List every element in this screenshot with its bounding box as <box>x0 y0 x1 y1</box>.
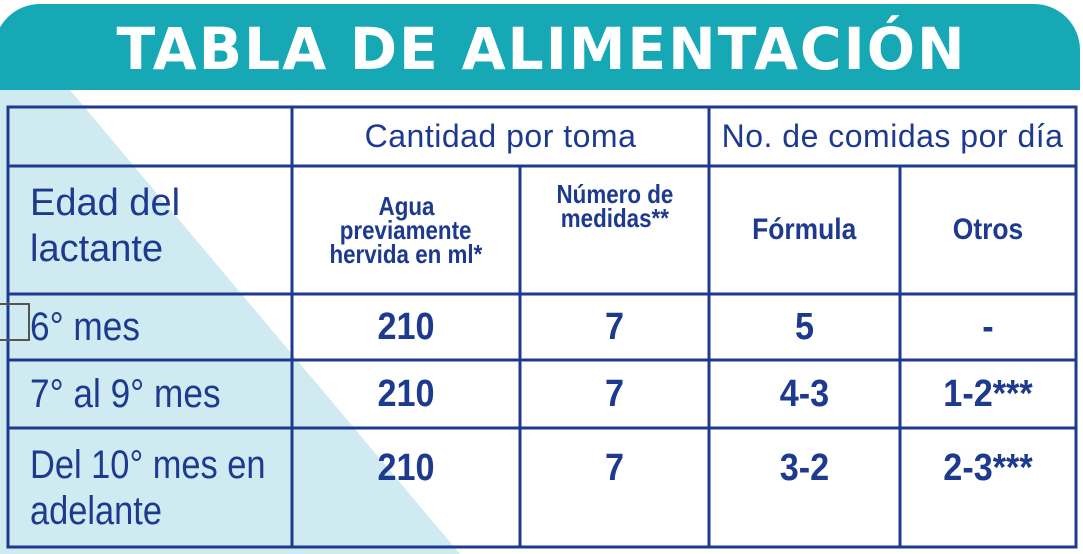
header-otros: Otros <box>900 166 1076 294</box>
row-marker <box>0 303 30 341</box>
header-medidas: Número de medidas** <box>520 166 709 294</box>
row-3-formula-value: 3-2 <box>779 446 830 489</box>
table-row-1-medidas: 7 <box>529 294 699 360</box>
row-1-agua-value: 210 <box>377 305 435 348</box>
row-3-agua-value: 210 <box>377 446 435 489</box>
header-agua-line3: hervida en ml* <box>329 239 483 269</box>
table-row-2-formula: 4-3 <box>719 360 891 428</box>
table-row-2-age: 7° al 9° mes <box>8 360 292 428</box>
row-1-age-label: 6° mes <box>30 305 140 349</box>
row-2-medidas-value: 7 <box>604 372 625 415</box>
header-otros-label: Otros <box>952 213 1024 246</box>
table-row-1-age: 6° mes <box>8 294 292 360</box>
table-row-3-medidas: 7 <box>529 428 699 508</box>
header-cantidad-por-toma: Cantidad por toma <box>292 107 709 166</box>
row-1-formula-value: 5 <box>794 305 815 348</box>
header-formula: Fórmula <box>709 166 900 294</box>
row-1-medidas-value: 7 <box>604 305 625 348</box>
row-1-otros-value: - <box>982 305 994 348</box>
row-3-age-line2: adelante <box>30 488 162 533</box>
page-title: TABLA DE ALIMENTACIÓN <box>116 15 967 83</box>
header-comidas-label: No. de comidas por día <box>721 118 1064 154</box>
table-row-1-formula: 5 <box>719 294 891 360</box>
header-edad-line2: lactante <box>30 228 164 270</box>
header-cantidad-label: Cantidad por toma <box>364 118 637 154</box>
header-medidas-line2: medidas** <box>560 203 669 233</box>
row-2-formula-value: 4-3 <box>779 372 830 415</box>
row-2-otros-value: 1-2*** <box>943 372 1033 415</box>
row-3-medidas-value: 7 <box>604 446 625 489</box>
table-row-3-formula: 3-2 <box>719 428 891 508</box>
row-2-age-label: 7° al 9° mes <box>30 372 221 416</box>
header-comidas-por-dia: No. de comidas por día <box>709 107 1076 166</box>
table-row-1-agua: 210 <box>303 294 508 360</box>
row-3-otros-value: 2-3*** <box>943 446 1033 489</box>
table-row-3-otros: 2-3*** <box>909 428 1067 508</box>
table-row-3-agua: 210 <box>303 428 508 508</box>
row-3-age-line1: Del 10° mes en <box>30 442 266 487</box>
table-row-3-age: Del 10° mes en adelante <box>8 428 292 547</box>
table-row-2-agua: 210 <box>303 360 508 428</box>
header-edad-line1: Edad del <box>30 182 181 224</box>
title-banner <box>0 4 1080 90</box>
header-agua: Agua previamente hervida en ml* <box>292 166 520 294</box>
table-row-1-otros: - <box>909 294 1067 360</box>
header-formula-label: Fórmula <box>752 213 857 246</box>
row-2-agua-value: 210 <box>377 372 435 415</box>
header-edad-lactante: Edad del lactante <box>8 166 292 294</box>
table-row-2-medidas: 7 <box>529 360 699 428</box>
table-row-2-otros: 1-2*** <box>909 360 1067 428</box>
